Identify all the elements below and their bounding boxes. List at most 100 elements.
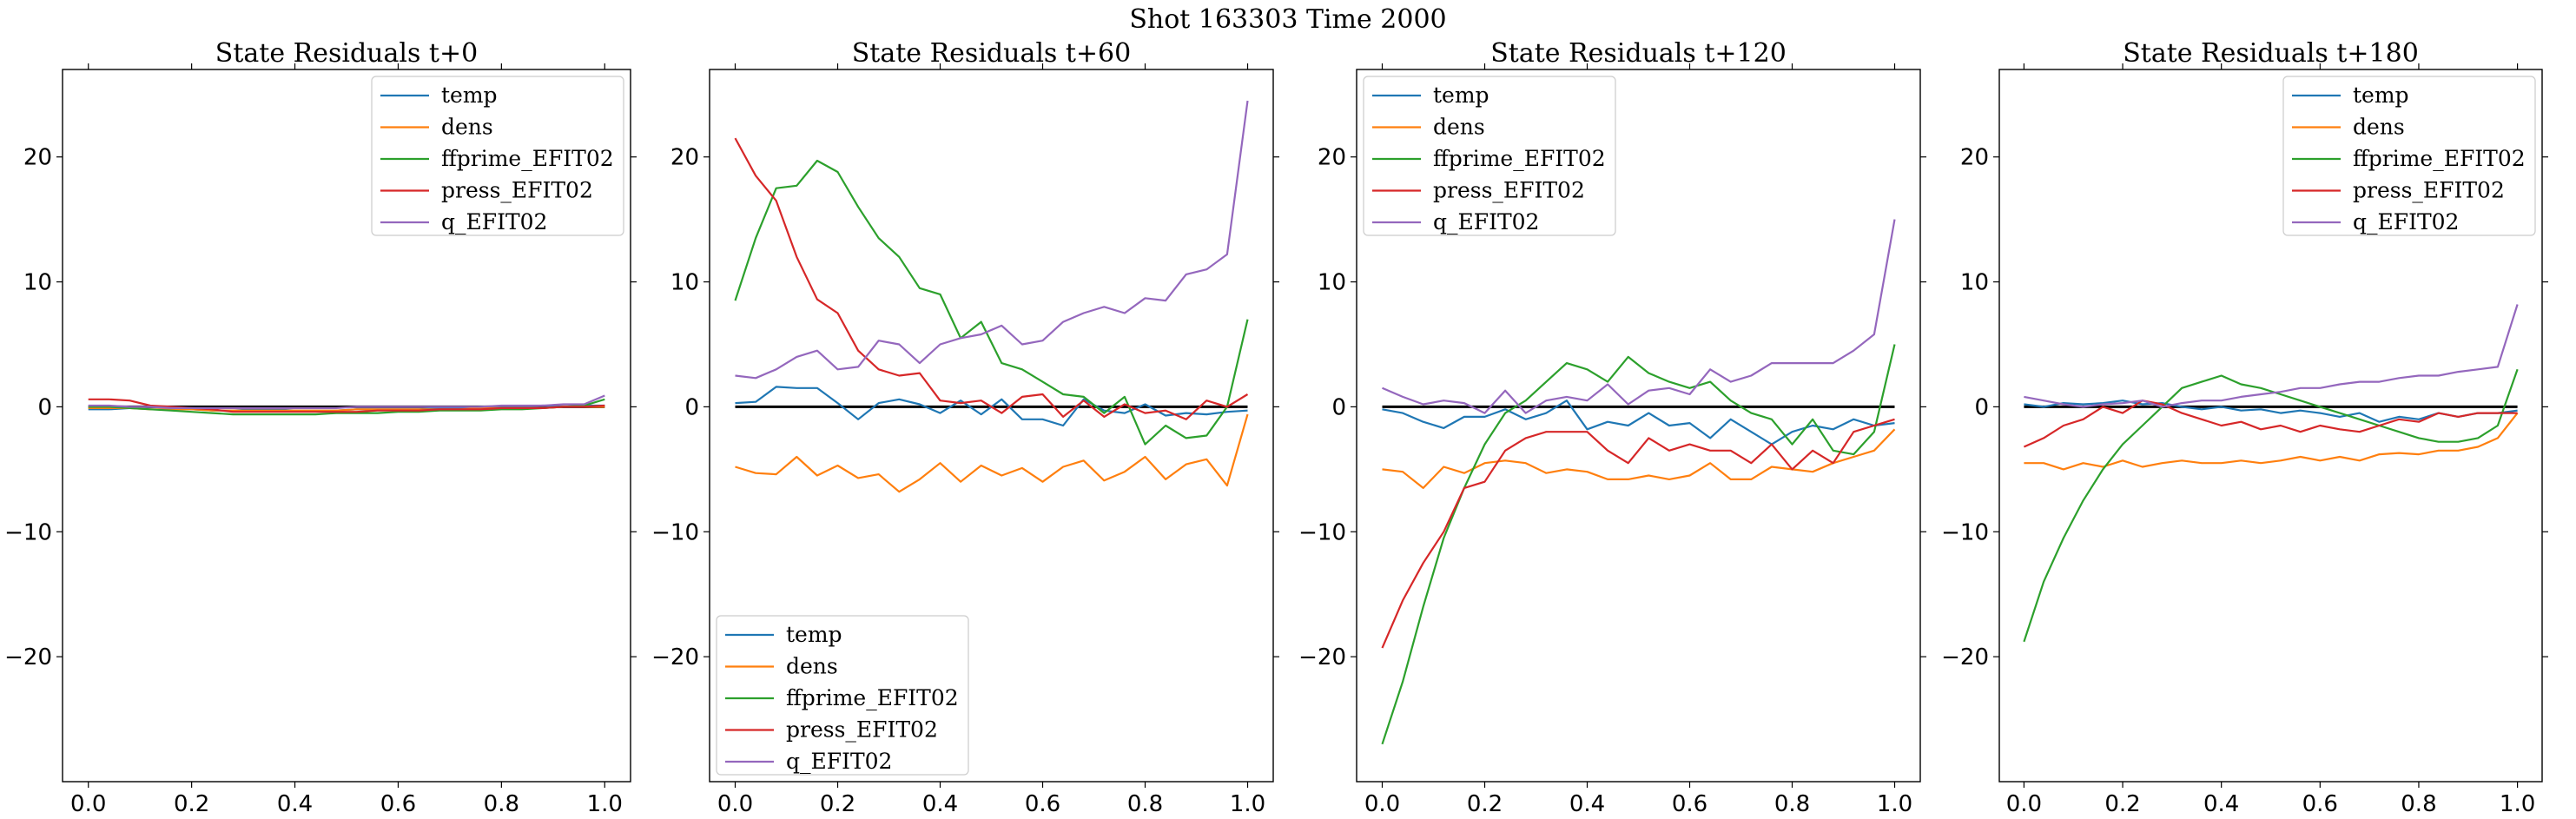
legend-label: temp xyxy=(441,83,498,108)
legend-label: temp xyxy=(786,622,842,647)
subplot-title: State Residuals t+120 xyxy=(1490,38,1787,69)
axes-frame xyxy=(62,69,631,783)
series-line-press_EFIT02 xyxy=(88,398,605,413)
series-line-q_EFIT02 xyxy=(735,100,1249,380)
series-line-q_EFIT02 xyxy=(2024,304,2519,408)
legend: temp dens ffprime_EFIT02 press_EFIT02 q_EFIT… xyxy=(1363,76,1616,236)
y-tick-label: 10 xyxy=(23,270,52,296)
y-tick-label: 0 xyxy=(37,394,52,420)
y-tick-label: −10 xyxy=(651,519,699,545)
y-tick-label: −20 xyxy=(1298,644,1346,670)
legend-label: dens xyxy=(1433,115,1485,140)
subplot-3: State Residuals t+180 −20 −10 0 10 20 0.0 0.2 0.… xyxy=(1941,38,2548,817)
x-tick-label: 1.0 xyxy=(2500,791,2535,817)
series-line-temp xyxy=(2024,400,2518,423)
legend: temp dens ffprime_EFIT02 press_EFIT02 q_EFIT… xyxy=(716,615,969,776)
y-tick-label: 20 xyxy=(1960,145,1989,171)
legend-label: ffprime_EFIT02 xyxy=(1433,146,1606,171)
x-tick-label: 0.4 xyxy=(1569,791,1605,817)
x-tick-label: 1.0 xyxy=(1230,791,1265,817)
x-tick-label: 0.8 xyxy=(484,791,519,817)
legend: temp dens ffprime_EFIT02 press_EFIT02 q_EFIT… xyxy=(371,76,624,236)
legend-label: temp xyxy=(2353,83,2409,108)
y-tick-label: −10 xyxy=(1298,519,1346,545)
y-tick-label: −10 xyxy=(1941,519,1989,545)
legend-label: ffprime_EFIT02 xyxy=(2353,146,2526,171)
axes-frame xyxy=(1356,69,1921,783)
legend-label: dens xyxy=(786,654,838,679)
x-tick-label: 0.8 xyxy=(1774,791,1810,817)
x-tick-label: 0.4 xyxy=(2203,791,2239,817)
y-tick-label: −10 xyxy=(4,519,52,545)
x-tick-label: 0.8 xyxy=(2401,791,2436,817)
series-line-ffprime_EFIT02 xyxy=(1381,344,1896,745)
y-tick-label: 10 xyxy=(1318,270,1346,296)
legend-box xyxy=(1363,76,1616,236)
series-line-q_EFIT02 xyxy=(88,394,605,409)
subplot-1: State Residuals t+60 −20 −10 0 10 20 0.0 0.2 0.4… xyxy=(651,38,1279,817)
series-line-press_EFIT02 xyxy=(734,137,1249,420)
series-line-press_EFIT02 xyxy=(1381,418,1895,649)
x-tick-label: 0.0 xyxy=(70,791,106,817)
legend-label: ffprime_EFIT02 xyxy=(786,685,959,710)
x-tick-label: 0.2 xyxy=(174,791,209,817)
legend-label: q_EFIT02 xyxy=(2353,209,2459,234)
x-tick-label: 1.0 xyxy=(1877,791,1912,817)
legend-label: q_EFIT02 xyxy=(786,749,892,774)
y-tick-label: 10 xyxy=(670,270,699,296)
y-tick-label: 20 xyxy=(23,145,52,171)
subplot-title: State Residuals t+180 xyxy=(2123,38,2419,69)
subplot-title: State Residuals t+0 xyxy=(215,38,478,69)
subplot-0: State Residuals t+0 −20 −10 0 10 20 0.0 0.2 0.4 0… xyxy=(4,38,637,817)
series-line-ffprime_EFIT02 xyxy=(2023,368,2519,643)
x-tick-label: 0.6 xyxy=(380,791,416,817)
legend-box xyxy=(716,615,969,776)
legend-label: q_EFIT02 xyxy=(441,209,547,234)
legend-label: q_EFIT02 xyxy=(1433,209,1539,234)
y-tick-label: 0 xyxy=(684,394,699,420)
y-tick-label: 0 xyxy=(1974,394,1989,420)
axes-frame xyxy=(1998,69,2543,783)
legend-box xyxy=(371,76,624,236)
y-tick-label: 20 xyxy=(670,145,699,171)
x-tick-label: 0.4 xyxy=(277,791,313,817)
x-tick-label: 1.0 xyxy=(587,791,623,817)
y-tick-label: −20 xyxy=(1941,644,1989,670)
subplot-grid: State Residuals t+0 −20 −10 0 10 20 0.0 0.2 0.4 0… xyxy=(4,38,2548,817)
series-line-ffprime_EFIT02 xyxy=(734,159,1249,446)
legend-label: ffprime_EFIT02 xyxy=(441,146,614,171)
legend-label: dens xyxy=(441,115,493,140)
legend-label: press_EFIT02 xyxy=(2353,178,2505,203)
figure-suptitle: Shot 163303 Time 2000 xyxy=(1129,4,1446,35)
series-line-dens xyxy=(1382,428,1896,490)
x-tick-label: 0.4 xyxy=(922,791,958,817)
x-tick-label: 0.2 xyxy=(1467,791,1503,817)
x-tick-label: 0.8 xyxy=(1127,791,1163,817)
y-tick-label: 10 xyxy=(1960,270,1989,296)
y-tick-label: −20 xyxy=(4,644,52,670)
x-tick-label: 0.2 xyxy=(2104,791,2140,817)
series-line-ffprime_EFIT02 xyxy=(88,398,605,416)
x-tick-label: 0.2 xyxy=(820,791,855,817)
legend-label: press_EFIT02 xyxy=(786,717,938,743)
series-line-dens xyxy=(735,413,1249,493)
legend-box xyxy=(2282,76,2536,236)
y-tick-label: −20 xyxy=(651,644,699,670)
legend-label: dens xyxy=(2353,115,2405,140)
x-tick-label: 0.0 xyxy=(2006,791,2042,817)
x-tick-label: 0.6 xyxy=(1025,791,1060,817)
series-line-temp xyxy=(1382,400,1895,446)
axes-frame xyxy=(709,69,1274,783)
x-tick-label: 0.0 xyxy=(1364,791,1400,817)
x-tick-label: 0.6 xyxy=(2302,791,2338,817)
y-tick-label: 20 xyxy=(1318,145,1346,171)
x-tick-label: 0.0 xyxy=(717,791,753,817)
x-tick-label: 0.6 xyxy=(1672,791,1707,817)
series-line-press_EFIT02 xyxy=(2023,400,2518,448)
subplot-2: State Residuals t+120 −20 −10 0 10 20 0.0 0.2 0.… xyxy=(1298,38,1926,817)
legend-label: temp xyxy=(1433,83,1489,108)
legend-label: press_EFIT02 xyxy=(1433,178,1585,203)
legend: temp dens ffprime_EFIT02 press_EFIT02 q_EFIT… xyxy=(2282,76,2536,236)
y-tick-label: 0 xyxy=(1331,394,1346,420)
